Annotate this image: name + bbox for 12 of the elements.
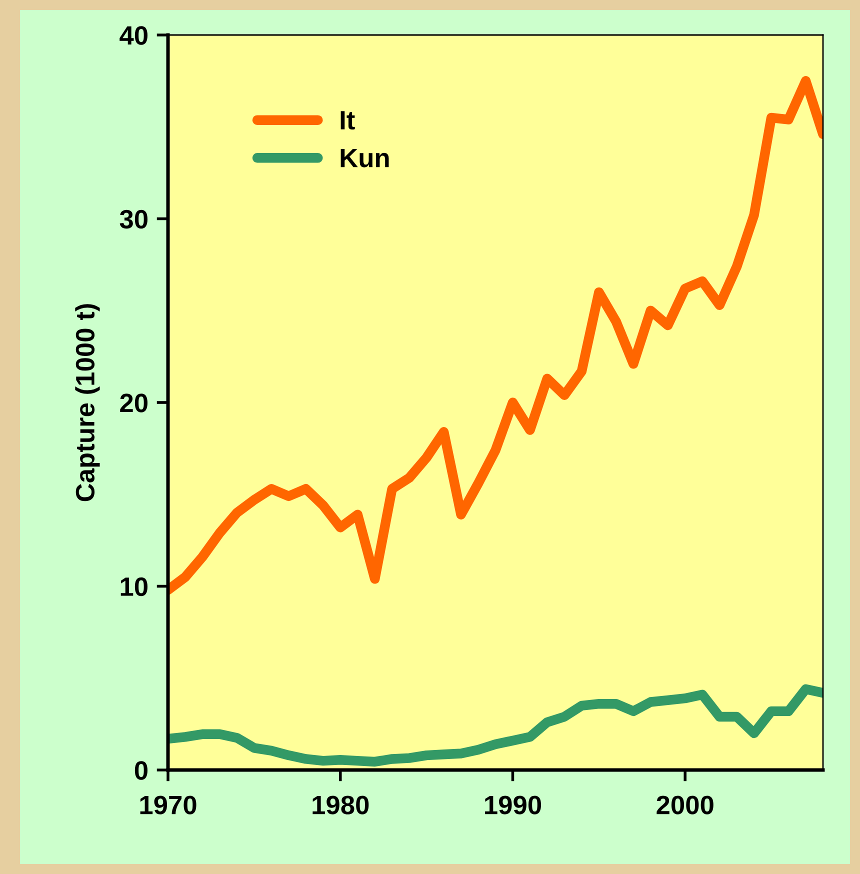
legend-label: It (340, 111, 355, 130)
x-tick-label: 2000 (656, 796, 714, 814)
y-tick-label: 30 (120, 210, 148, 229)
y-tick-label: 10 (120, 577, 148, 596)
y-tick-label: 40 (120, 26, 148, 45)
y-tick-label: 0 (134, 761, 148, 780)
legend-label: Kun (340, 148, 389, 168)
x-tick-label: 1990 (485, 796, 542, 814)
y-tick-label: 20 (120, 394, 148, 412)
y-axis-title: Capture (1000 t) (75, 304, 100, 502)
x-tick-label: 1980 (312, 796, 369, 814)
x-tick-label: 1970 (140, 796, 196, 814)
